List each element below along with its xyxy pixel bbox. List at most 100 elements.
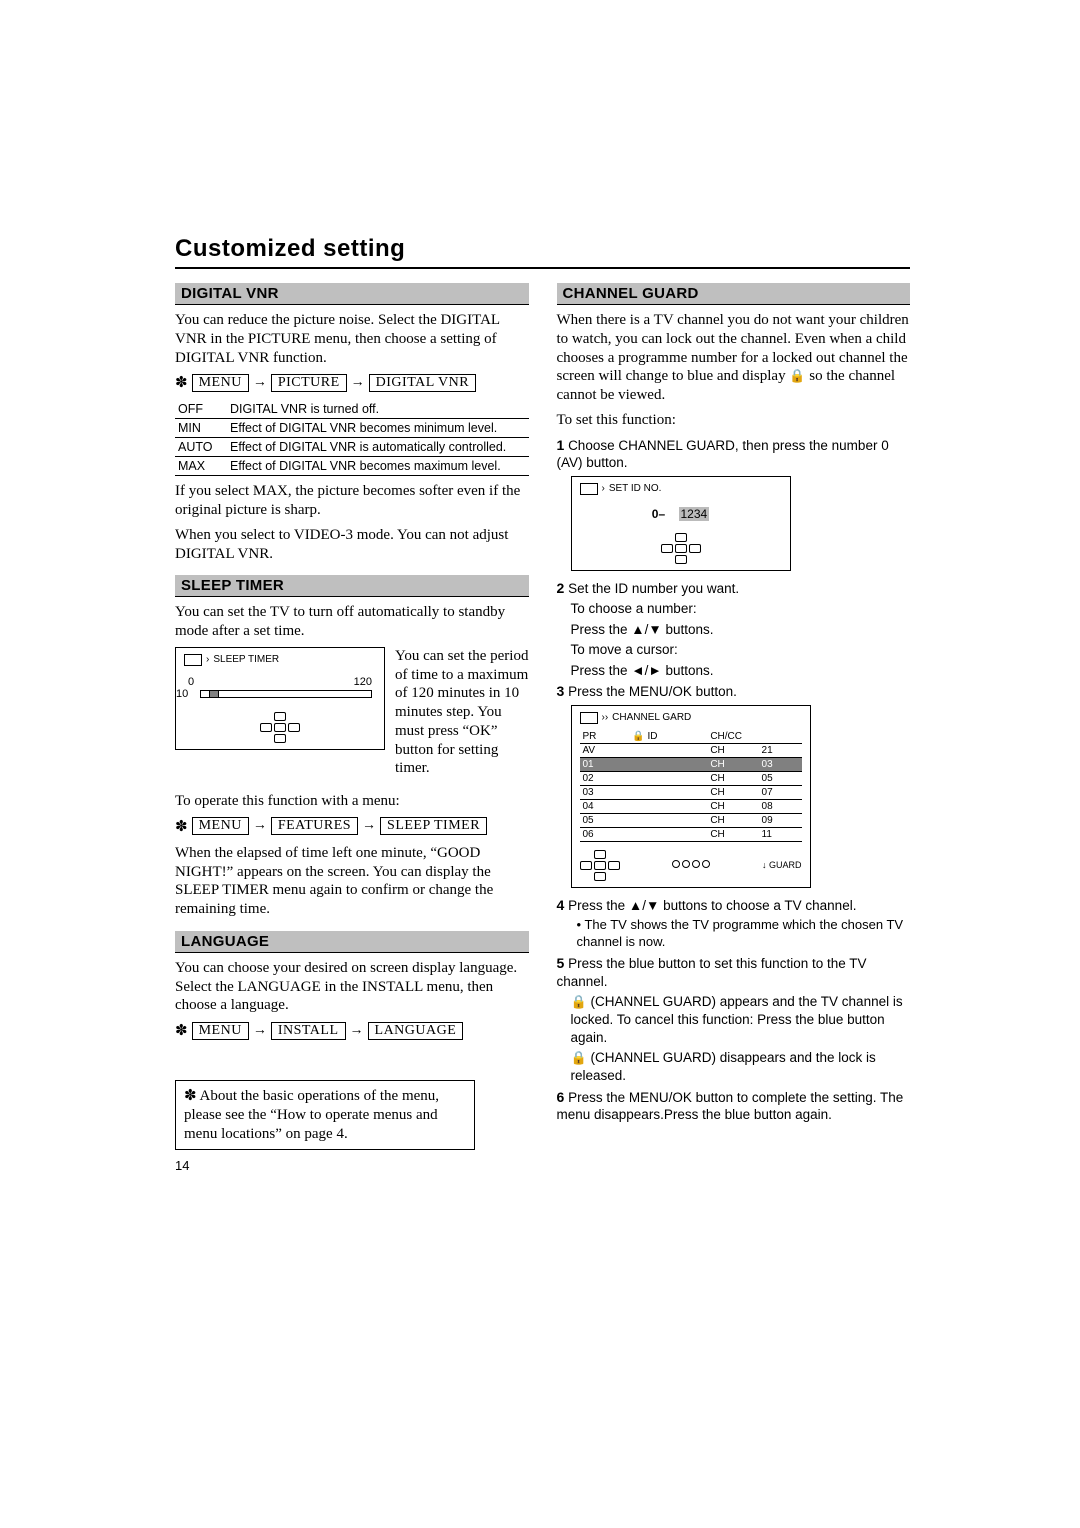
sleep-timer-after: When the elapsed of time left one minute…: [175, 844, 529, 919]
path-box: PICTURE: [271, 374, 347, 392]
arrow-icon: →: [253, 818, 267, 834]
cell: Effect of DIGITAL VNR is automatically c…: [227, 438, 529, 457]
control-pad-icon: [580, 850, 620, 881]
slider-knob: [209, 690, 219, 698]
osd-footer: ↓ GUARD: [580, 850, 802, 881]
channel-guard-osd: ›› CHANNEL GARD PR 🔒 ID CH/CC AVCH21 01C…: [571, 705, 811, 888]
step-6: 6 Press the MENU/OK button to complete t…: [557, 1088, 911, 1124]
snowflake-icon: ✽: [184, 1088, 197, 1104]
lock-icon: 🔒: [571, 994, 587, 1009]
lock-icon: 🔒: [571, 1050, 587, 1065]
table-row: 04CH08: [580, 799, 802, 813]
step-5-sub2: 🔒 (CHANNEL GUARD) disappears and the loc…: [571, 1049, 911, 1084]
step-2d: Press the ◄/► buttons.: [571, 662, 911, 680]
language-heading: LANGUAGE: [175, 931, 529, 953]
control-pad-icon: [661, 533, 701, 564]
step-text: Press the MENU/OK button to complete the…: [557, 1090, 904, 1123]
step-5: 5 Press the blue button to set this func…: [557, 954, 911, 990]
sleep-timer-operate: To operate this function with a menu:: [175, 792, 529, 811]
step-2a: To choose a number:: [571, 600, 911, 618]
digital-vnr-note1: If you select MAX, the picture becomes s…: [175, 482, 529, 520]
th: PR: [580, 730, 630, 744]
chevron-right-icon: ››: [602, 712, 609, 723]
step-2: 2 Set the ID number you want.: [557, 579, 911, 598]
table-head-row: PR 🔒 ID CH/CC: [580, 730, 802, 744]
footnote-box: ✽ About the basic operations of the menu…: [175, 1080, 475, 1150]
to-set-text: To set this function:: [557, 411, 911, 430]
language-path: ✽ MENU → INSTALL → LANGUAGE: [175, 1021, 529, 1040]
table-row: MAXEffect of DIGITAL VNR becomes maximum…: [175, 457, 529, 476]
table-row: 03CH07: [580, 785, 802, 799]
table-row: OFFDIGITAL VNR is turned off.: [175, 400, 529, 419]
table-row: AVCH21: [580, 743, 802, 757]
path-box: MENU: [192, 1022, 249, 1040]
lock-icon: 🔒: [789, 368, 805, 383]
tv-icon: [580, 483, 598, 495]
left-column: DIGITAL VNR You can reduce the picture n…: [175, 283, 529, 1173]
cell: Effect of DIGITAL VNR becomes minimum le…: [227, 419, 529, 438]
table-row: 06CH11: [580, 827, 802, 841]
path-box: MENU: [192, 817, 249, 835]
step-3: 3 Press the MENU/OK button.: [557, 682, 911, 701]
sleep-timer-path: ✽ MENU → FEATURES → SLEEP TIMER: [175, 817, 529, 836]
path-box: FEATURES: [271, 817, 358, 835]
path-box: DIGITAL VNR: [369, 374, 476, 392]
osd-id-hint: 1234: [679, 507, 710, 521]
step-text: Press the ▲/▼ buttons to choose a TV cha…: [568, 898, 856, 913]
path-box: INSTALL: [271, 1022, 346, 1040]
arrow-icon: →: [253, 1023, 267, 1039]
page-number: 14: [175, 1158, 529, 1173]
step-2b: Press the ▲/▼ buttons.: [571, 621, 911, 639]
sleep-timer-intro: You can set the TV to turn off automatic…: [175, 603, 529, 641]
channel-guard-heading: CHANNEL GUARD: [557, 283, 911, 305]
snowflake-icon: ✽: [175, 373, 188, 392]
right-column: CHANNEL GUARD When there is a TV channel…: [557, 283, 911, 1173]
digital-vnr-table: OFFDIGITAL VNR is turned off. MINEffect …: [175, 400, 529, 476]
step-text: Choose CHANNEL GUARD, then press the num…: [557, 438, 889, 471]
table-row: AUTOEffect of DIGITAL VNR is automatical…: [175, 438, 529, 457]
footnote-text: About the basic operations of the menu, …: [184, 1088, 439, 1142]
digital-vnr-path: ✽ MENU → PICTURE → DIGITAL VNR: [175, 373, 529, 392]
tv-icon: [580, 712, 598, 724]
sleep-timer-row: › SLEEP TIMER 0 120 10: [175, 647, 529, 784]
arrow-icon: →: [253, 375, 267, 391]
cell: Effect of DIGITAL VNR becomes maximum le…: [227, 457, 529, 476]
path-box: SLEEP TIMER: [380, 817, 487, 835]
set-id-osd: › SET ID NO. 0– 1234: [571, 476, 791, 571]
range-max: 120: [354, 676, 372, 688]
osd-chan-title: CHANNEL GARD: [612, 712, 691, 723]
osd-id-value: 0–: [652, 507, 665, 521]
arrow-icon: →: [362, 818, 376, 834]
table-row: 05CH09: [580, 813, 802, 827]
step-1: 1 Choose CHANNEL GUARD, then press the n…: [557, 436, 911, 472]
step-text: Press the blue button to set this functi…: [557, 956, 867, 989]
arrow-icon: →: [351, 375, 365, 391]
channel-table: PR 🔒 ID CH/CC AVCH21 01CH03 02CH05 03CH0…: [580, 730, 802, 842]
cell: MIN: [175, 419, 227, 438]
th: 🔒 ID: [629, 730, 707, 744]
step-text: Set the ID number you want.: [568, 581, 739, 596]
th: CH/CC: [707, 730, 801, 744]
osd-title-row: › SLEEP TIMER: [184, 654, 376, 666]
digital-vnr-note2: When you select to VIDEO-3 mode. You can…: [175, 526, 529, 564]
snowflake-icon: ✽: [175, 817, 188, 836]
arrow-icon: →: [350, 1023, 364, 1039]
osd-title: SLEEP TIMER: [213, 654, 279, 665]
control-pad-icon: [260, 712, 300, 743]
range-current: 10: [176, 688, 188, 700]
range-min: 0: [188, 676, 194, 688]
cell: AUTO: [175, 438, 227, 457]
channel-guard-intro: When there is a TV channel you do not wa…: [557, 311, 911, 405]
sleep-timer-osd: › SLEEP TIMER 0 120 10: [175, 647, 385, 750]
osd-id-title: SET ID NO.: [609, 483, 662, 494]
snowflake-icon: ✽: [175, 1021, 188, 1040]
step-4-sub: • The TV shows the TV programme which th…: [577, 917, 911, 951]
cell: DIGITAL VNR is turned off.: [227, 400, 529, 419]
chevron-right-icon: ›: [602, 483, 605, 494]
guard-label: ↓ GUARD: [762, 860, 802, 870]
tv-icon: [184, 654, 202, 666]
path-box: MENU: [192, 374, 249, 392]
cell: MAX: [175, 457, 227, 476]
step-4: 4 Press the ▲/▼ buttons to choose a TV c…: [557, 896, 911, 915]
page-title: Customized setting: [175, 235, 910, 269]
